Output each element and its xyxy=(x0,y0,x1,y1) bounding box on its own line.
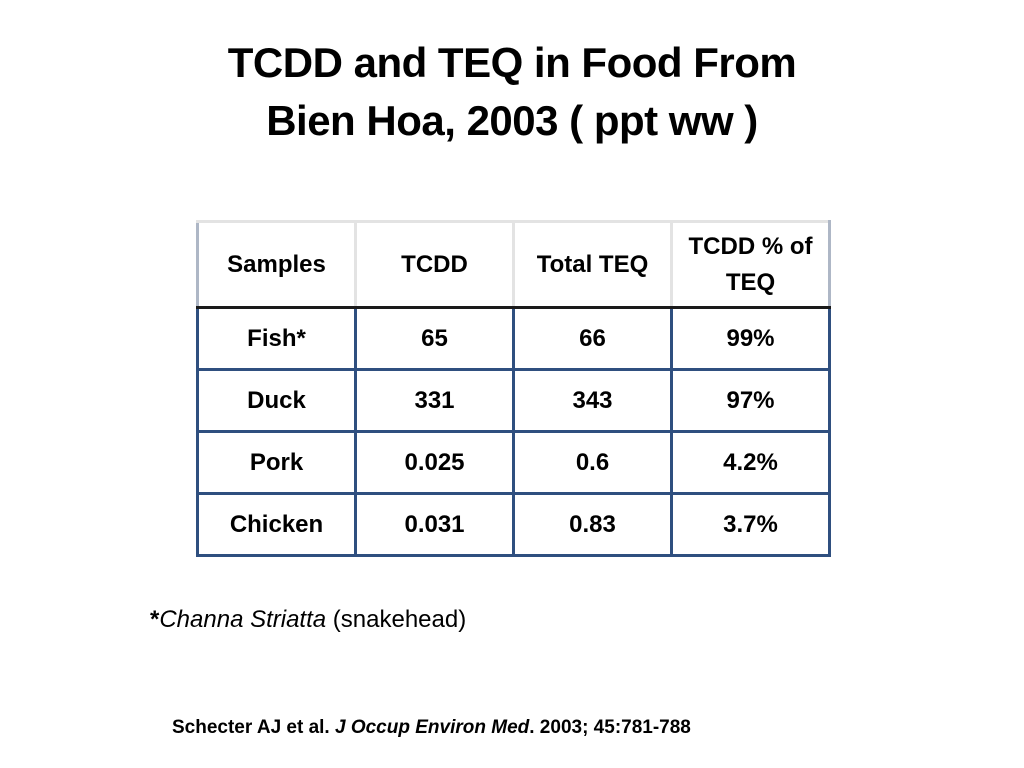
cell-sample: Duck xyxy=(196,368,357,433)
table-row: Fish* 65 66 99% xyxy=(196,306,831,371)
cell-total-teq: 0.83 xyxy=(512,492,673,557)
footnote-common-name: (snakehead) xyxy=(326,606,467,633)
cell-tcdd-percent: 3.7% xyxy=(670,492,831,557)
table-row: Chicken 0.031 0.83 3.7% xyxy=(196,492,831,557)
cell-tcdd: 65 xyxy=(354,306,515,371)
table-row: Duck 331 343 97% xyxy=(196,368,831,433)
header-tcdd: TCDD xyxy=(354,220,515,309)
slide-title: TCDD and TEQ in Food From Bien Hoa, 2003… xyxy=(112,34,912,150)
cell-sample: Chicken xyxy=(196,492,357,557)
table-row: Pork 0.025 0.6 4.2% xyxy=(196,430,831,495)
cell-tcdd-percent: 97% xyxy=(670,368,831,433)
header-total-teq: Total TEQ xyxy=(512,220,673,309)
cell-sample: Pork xyxy=(196,430,357,495)
cell-tcdd: 0.025 xyxy=(354,430,515,495)
citation-authors: Schecter AJ et al. xyxy=(172,717,335,738)
citation: Schecter AJ et al. J Occup Environ Med. … xyxy=(172,714,691,742)
cell-total-teq: 0.6 xyxy=(512,430,673,495)
header-tcdd-percent-of-teq: TCDD % of TEQ xyxy=(670,220,831,309)
slide-title-line-2: Bien Hoa, 2003 ( ppt ww ) xyxy=(266,97,758,144)
footnote-mark: * xyxy=(150,606,160,633)
cell-tcdd: 331 xyxy=(354,368,515,433)
cell-total-teq: 343 xyxy=(512,368,673,433)
header-samples: Samples xyxy=(196,220,357,309)
cell-total-teq: 66 xyxy=(512,306,673,371)
cell-tcdd: 0.031 xyxy=(354,492,515,557)
citation-journal: J Occup Environ Med xyxy=(334,717,530,738)
table-header-row: Samples TCDD Total TEQ TCDD % of TEQ xyxy=(196,220,831,309)
footnote: *Channa Striatta (snakehead) xyxy=(150,604,466,636)
table-header: Samples TCDD Total TEQ TCDD % of TEQ xyxy=(196,220,831,309)
footnote-species: Channa Striatta xyxy=(159,606,327,633)
citation-details: . 2003; 45:781-788 xyxy=(529,717,691,738)
table-body: Fish* 65 66 99% Duck 331 343 97% Pork 0.… xyxy=(196,306,831,557)
cell-tcdd-percent: 4.2% xyxy=(670,430,831,495)
cell-tcdd-percent: 99% xyxy=(670,306,831,371)
results-table: Samples TCDD Total TEQ TCDD % of TEQ Fis… xyxy=(196,220,831,557)
cell-sample: Fish* xyxy=(196,306,357,371)
slide-title-line-1: TCDD and TEQ in Food From xyxy=(227,39,797,86)
